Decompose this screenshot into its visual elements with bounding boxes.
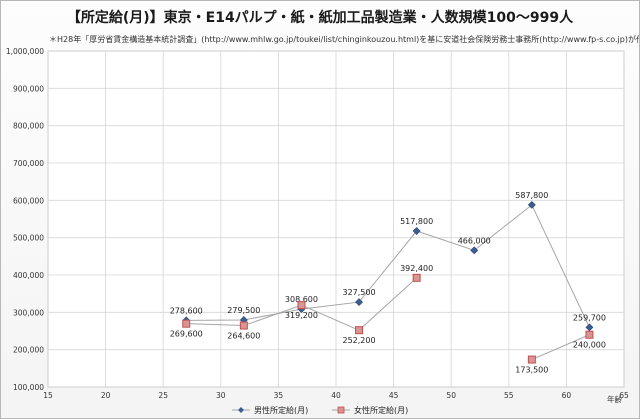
series-2: 269,600 264,600 319,200 252,200 392,400 173,5…: [170, 264, 606, 375]
series-line: [186, 204, 590, 328]
data-point-female: [412, 273, 421, 282]
data-point-male: [527, 200, 536, 209]
data-point-female: [239, 321, 248, 330]
x-tick-label: 45: [389, 391, 399, 400]
x-tick-label: 55: [504, 391, 514, 400]
x-tick-label: 40: [331, 391, 341, 400]
data-label: 269,600: [170, 330, 203, 339]
data-label: 327,500: [342, 288, 375, 297]
data-label: 517,800: [400, 217, 433, 226]
data-label: 259,700: [573, 313, 606, 322]
legend-label: 女性所定給(月): [354, 405, 408, 415]
y-tick-label: 700,000: [13, 159, 44, 168]
y-axis-ticks: 100,000 200,000 300,000 400,000 500,000 600,0…: [6, 47, 44, 392]
data-point-female: [182, 319, 191, 328]
data-label: 240,000: [573, 341, 606, 350]
y-tick-label: 1,000,000: [6, 47, 44, 56]
data-label: 319,200: [285, 311, 318, 320]
data-label: 173,500: [515, 366, 548, 375]
series-1: 278,600 279,500 308,600 327,500 517,800 466,0…: [170, 191, 606, 332]
data-label: 392,400: [400, 264, 433, 273]
y-tick-label: 600,000: [13, 196, 44, 205]
legend-marker: [337, 406, 345, 414]
y-tick-label: 800,000: [13, 122, 44, 131]
series-line: [531, 334, 590, 361]
data-label: 466,000: [458, 236, 491, 245]
y-tick-label: 400,000: [13, 271, 44, 280]
x-tick-label: 50: [446, 391, 456, 400]
x-axis-ticks: 15 20 25 30 35 40 45 50 55 60 65: [43, 391, 629, 400]
y-tick-label: 200,000: [13, 346, 44, 355]
x-axis-label: 年齢: [607, 394, 622, 404]
data-label: 278,600: [170, 306, 203, 315]
series-layer: 278,600 279,500 308,600 327,500 517,800 466,0…: [170, 191, 606, 375]
data-point-female: [355, 326, 364, 335]
chart-subtitle: ＊H28年「厚労省賃金構造基本統計調査」(http://www.mhlw.go.…: [49, 35, 639, 44]
x-tick-label: 15: [43, 391, 53, 400]
legend-item: 女性所定給(月): [332, 405, 408, 415]
data-label: 252,200: [342, 336, 375, 345]
data-point-female: [527, 355, 536, 364]
chart-title: 【所定給(月)】東京・E14パルプ・紙・紙加工品製造業・人数規模100〜999人: [66, 10, 574, 26]
data-label: 308,600: [285, 295, 318, 304]
data-point-male: [412, 227, 421, 235]
data-label: 264,600: [227, 332, 260, 341]
x-tick-label: 60: [562, 391, 572, 400]
data-label: 587,800: [515, 191, 548, 200]
x-tick-label: 25: [158, 391, 168, 400]
data-point-female: [297, 301, 306, 310]
data-point-male: [470, 246, 479, 255]
legend-label: 男性所定給(月): [254, 405, 308, 415]
y-tick-label: 900,000: [13, 84, 44, 93]
legend-item: 男性所定給(月): [232, 405, 308, 415]
x-tick-label: 65: [619, 391, 629, 400]
x-tick-label: 30: [216, 391, 226, 400]
y-tick-label: 500,000: [13, 234, 44, 243]
x-tick-label: 35: [274, 391, 284, 400]
data-point-female: [585, 330, 594, 339]
data-point-male: [355, 298, 363, 306]
y-tick-label: 300,000: [13, 308, 44, 317]
x-tick-label: 20: [101, 391, 111, 400]
data-label: 279,500: [227, 306, 260, 315]
legend-marker: [238, 407, 244, 413]
grid-lines: [47, 50, 625, 388]
y-tick-label: 100,000: [13, 383, 44, 392]
legend: 男性所定給(月) 女性所定給(月): [232, 405, 408, 415]
